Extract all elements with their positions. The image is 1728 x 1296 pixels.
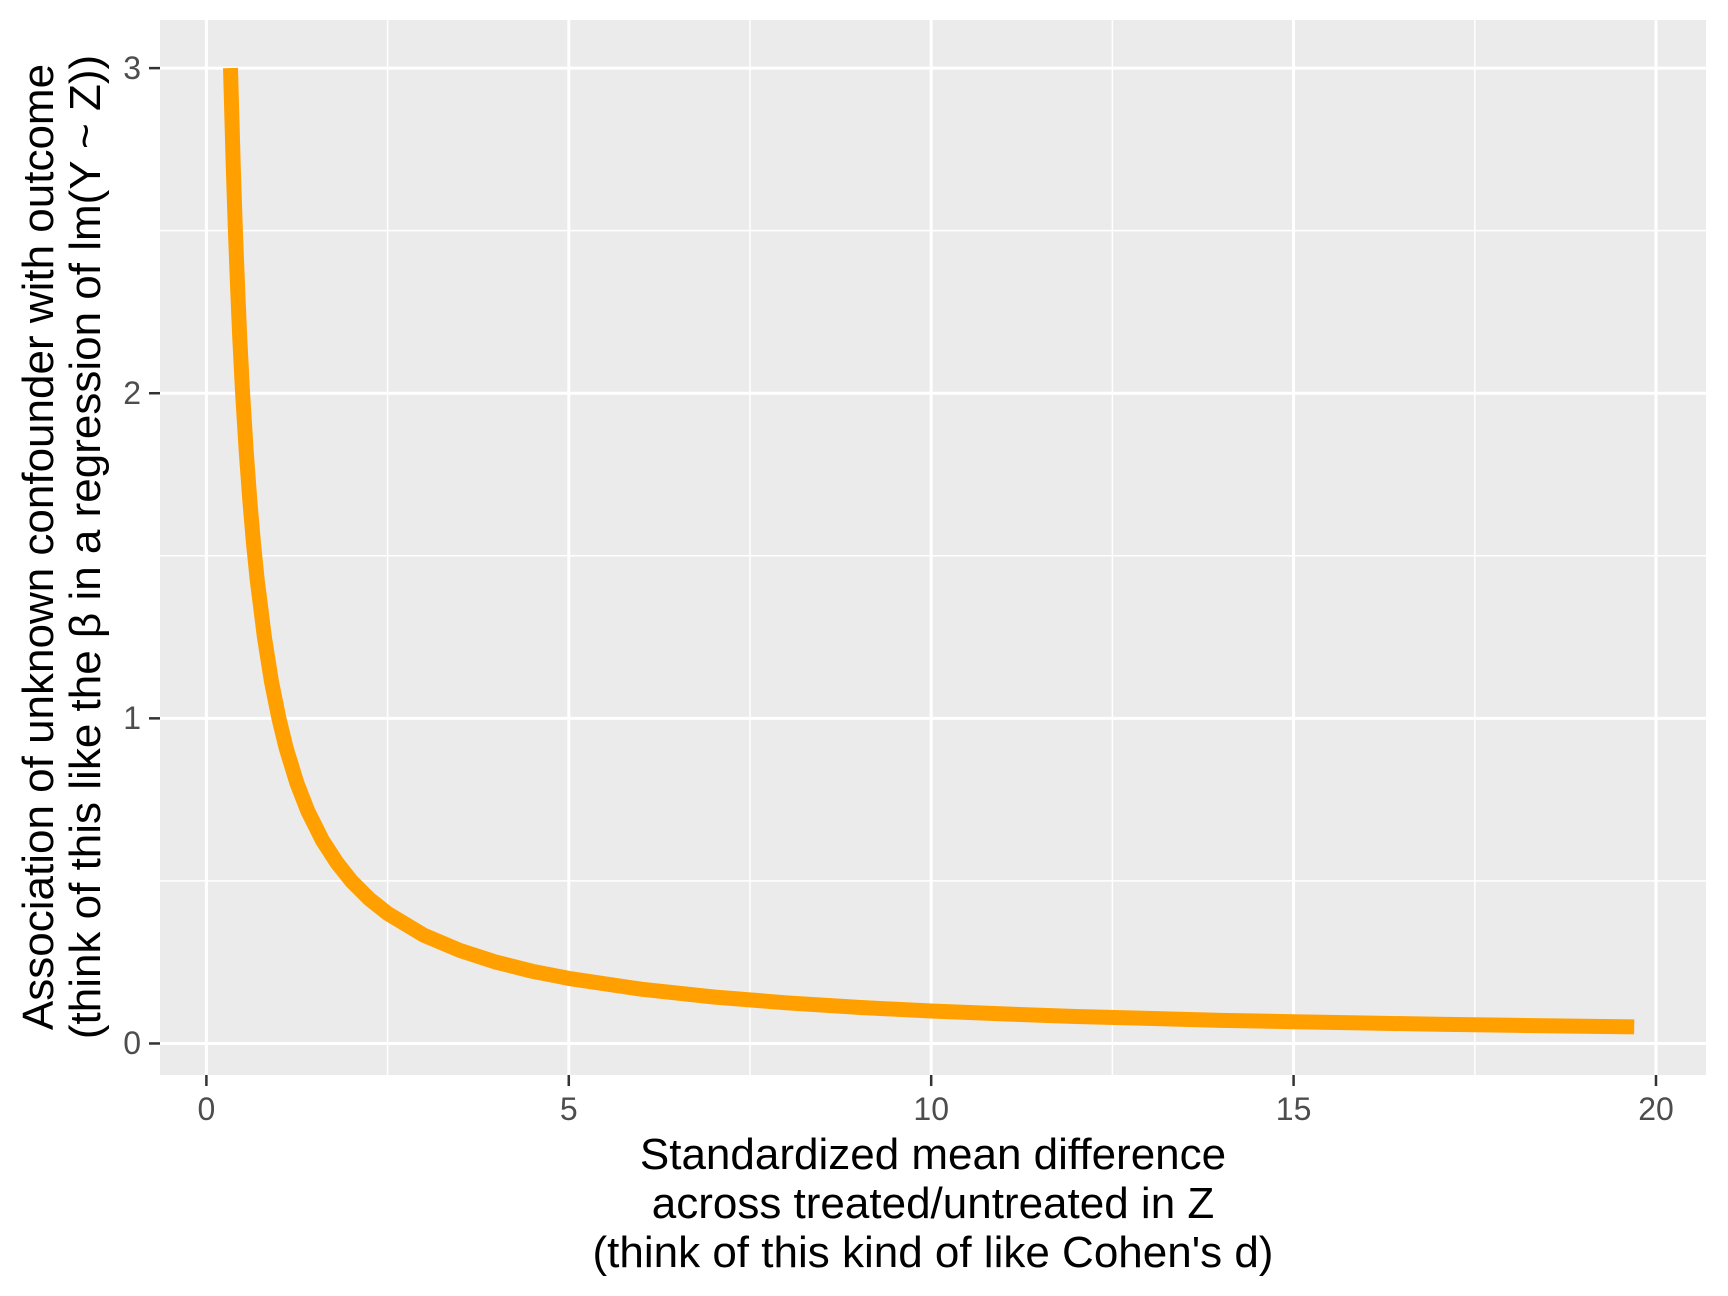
- axis-title-line: across treated/untreated in Z: [651, 1179, 1215, 1228]
- tick-marks: [149, 66, 1658, 1086]
- plot-panel: [160, 20, 1706, 1075]
- major-gridlines: [160, 20, 1706, 1075]
- y-tick-label: 1: [123, 700, 141, 737]
- axis-title-line: (think of this like the β in a regressio…: [61, 54, 110, 1040]
- x-tick-label: 0: [197, 1091, 216, 1127]
- axis-title-line: (think of this kind of like Cohen's d): [592, 1228, 1274, 1277]
- x-axis-title: Standardized mean difference across trea…: [160, 1130, 1706, 1277]
- x-tick-label: 10: [913, 1091, 949, 1127]
- axis-title-line: Standardized mean difference: [639, 1130, 1227, 1179]
- axis-title-line: Association of unknown confounder with o…: [14, 63, 63, 1031]
- x-tick-label: 15: [1275, 1091, 1312, 1127]
- x-tick-label: 20: [1638, 1091, 1674, 1127]
- y-tick-label: 3: [123, 50, 141, 87]
- y-axis-title: Association of unknown confounder with o…: [14, 0, 110, 1122]
- data-line: [223, 67, 1635, 1035]
- x-tick-label: 5: [559, 1091, 578, 1127]
- y-tick-label: 0: [123, 1025, 141, 1062]
- y-tick-label: 2: [123, 375, 141, 412]
- minor-gridlines: [160, 20, 1706, 1075]
